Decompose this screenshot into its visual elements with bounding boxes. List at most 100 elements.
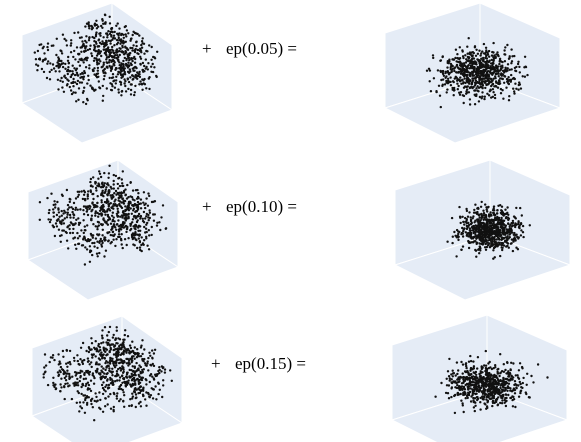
scatter-dot	[497, 75, 500, 78]
scatter-dot	[34, 58, 38, 61]
scatter-dot	[476, 356, 480, 359]
scatter-dot	[103, 71, 107, 74]
scatter-dot	[96, 72, 100, 75]
scatter-dot	[158, 388, 161, 391]
scatter-dot	[136, 348, 139, 351]
scatter-dot	[472, 400, 475, 404]
scatter-dot	[479, 374, 482, 378]
scatter-dot	[38, 43, 41, 47]
scatter-dot	[129, 62, 133, 65]
scatter-dot	[74, 91, 77, 94]
scatter-dot	[126, 206, 129, 210]
scatter-dot	[107, 239, 110, 242]
scatter-dot	[493, 96, 497, 100]
scatter-dot	[82, 377, 86, 381]
scatter-dot	[74, 208, 77, 211]
scatter-dot	[516, 374, 519, 377]
scatter-dot	[469, 366, 473, 370]
scatter-dot	[97, 38, 101, 41]
scatter-dot	[491, 61, 495, 65]
scatter-dot	[477, 218, 480, 221]
scatter-dot	[112, 238, 115, 241]
scatter-dot	[119, 83, 123, 86]
scatter-dot	[72, 85, 75, 88]
scatter-dot	[455, 361, 459, 364]
scatter-dot	[103, 22, 107, 25]
scatter-dot	[77, 31, 80, 34]
scatter-dot	[123, 238, 127, 241]
scatter-dot	[99, 60, 102, 63]
scatter-dot	[492, 56, 495, 59]
operator: +	[211, 354, 221, 373]
scatter-dot	[546, 376, 549, 379]
scatter-dot	[466, 396, 469, 400]
scatter-dot	[508, 378, 511, 381]
scatter-dot	[448, 357, 451, 361]
scatter-dot	[94, 186, 98, 190]
scatter-dot	[497, 72, 500, 75]
scatter-dot	[501, 219, 504, 222]
scatter-dot	[135, 396, 138, 399]
scatter-dot	[499, 87, 503, 91]
scatter-dot	[463, 379, 467, 382]
scatter-dot	[459, 386, 463, 390]
scatter-dot	[485, 66, 488, 69]
scatter-dot	[461, 50, 464, 53]
scatter-dot	[96, 63, 99, 66]
scatter-dot	[504, 46, 507, 49]
scatter-dot	[116, 207, 119, 210]
scatter-dot	[131, 59, 134, 63]
scatter-dot	[133, 224, 137, 228]
scatter-dot	[133, 346, 136, 349]
scatter-dot	[497, 232, 500, 235]
scatter-dot	[131, 46, 134, 50]
scatter-dot	[502, 231, 505, 235]
scatter-dot	[119, 237, 123, 241]
scatter-dot	[57, 374, 60, 378]
scatter-dot	[486, 241, 489, 244]
scatter-dot	[136, 203, 139, 207]
scatter-dot	[116, 342, 119, 345]
scatter-dot	[71, 64, 74, 67]
scatter-dot	[117, 337, 120, 340]
scatter-dot	[485, 405, 489, 408]
scatter-dot	[123, 70, 127, 74]
scatter-dot	[105, 65, 109, 68]
scatter-dot	[133, 55, 136, 59]
scatter-dot	[490, 84, 493, 88]
scatter-dot	[145, 65, 148, 69]
scatter-dot	[461, 245, 465, 248]
scatter-dot	[449, 84, 453, 87]
scatter-dot	[126, 225, 129, 228]
scatter-dot	[129, 351, 132, 354]
scatter-dot	[442, 74, 446, 78]
scatter-dot	[141, 339, 144, 342]
scatter-dot	[454, 56, 457, 60]
scatter-dot	[122, 65, 125, 68]
scatter-dot	[120, 387, 123, 391]
scatter-dot	[110, 214, 114, 217]
scatter-dot	[465, 74, 468, 78]
operator: +	[202, 39, 212, 58]
scatter-dot	[484, 86, 487, 90]
scatter-dot	[468, 98, 472, 101]
scatter-dot	[63, 397, 66, 401]
scatter-dot	[95, 31, 98, 34]
scatter-dot	[62, 355, 65, 358]
scatter-dot	[450, 378, 453, 381]
scatter-dot	[470, 241, 473, 244]
scatter-dot	[42, 376, 45, 379]
scatter-dot	[151, 397, 155, 400]
scatter-dot	[460, 382, 464, 385]
scatter-dot	[137, 192, 140, 195]
scatter-dot	[459, 76, 462, 79]
scatter-dot	[116, 392, 119, 395]
scatter-dot	[124, 188, 127, 191]
scatter-dot	[483, 216, 486, 220]
scatter-dot	[472, 406, 476, 409]
scatter-dot	[472, 85, 475, 89]
scatter-dot	[434, 395, 437, 398]
scatter-dot	[112, 34, 116, 37]
scatter-dot	[451, 241, 454, 245]
scatter-dot	[130, 212, 133, 215]
